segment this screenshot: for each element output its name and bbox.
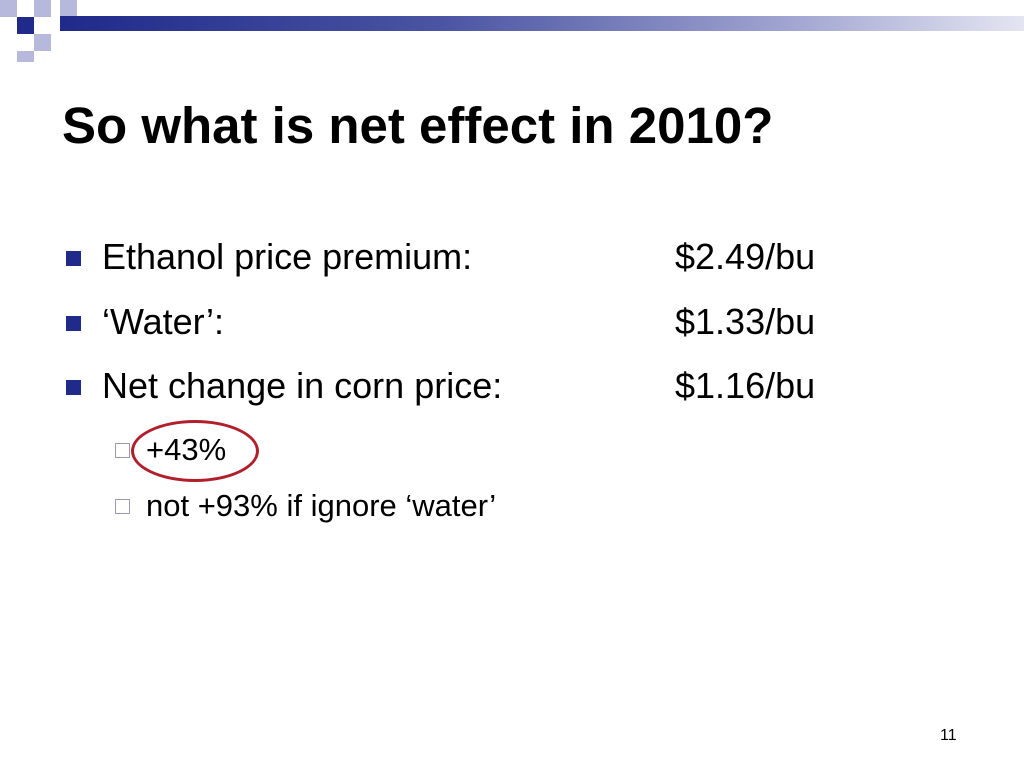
sub-bullet-label: not +93% if ignore ‘water’ — [146, 488, 497, 523]
decorative-square-dark-icon — [17, 17, 34, 34]
list-item: Ethanol price premium: $2.49/bu — [66, 239, 886, 289]
bullet-label: Net change in corn price: — [102, 365, 503, 406]
hollow-square-icon — [115, 499, 130, 514]
highlight-circle — [131, 420, 259, 482]
bullet-label: ‘Water’: — [102, 301, 225, 342]
decorative-square-light-icon — [34, 34, 51, 51]
decorative-square-light-icon — [0, 0, 17, 17]
filled-square-icon — [66, 251, 81, 266]
page-number: 11 — [940, 727, 957, 744]
decorative-gradient-bar — [60, 16, 1024, 31]
list-item: ‘Water’: $1.33/bu — [66, 304, 886, 354]
bullet-value: $1.33/bu — [675, 301, 816, 342]
list-item: Net change in corn price: $1.16/bu — [66, 368, 886, 418]
sub-list-item: not +93% if ignore ‘water’ — [115, 490, 715, 530]
decorative-square-light-icon — [17, 51, 34, 62]
hollow-square-icon — [115, 443, 130, 458]
bullet-label: Ethanol price premium: — [102, 236, 473, 277]
bullet-value: $2.49/bu — [675, 236, 816, 277]
bullet-value: $1.16/bu — [675, 365, 816, 406]
decorative-square-light-icon — [60, 0, 77, 17]
decorative-square-light-icon — [34, 0, 51, 17]
page-title: So what is net effect in 2010? — [62, 97, 774, 154]
filled-square-icon — [66, 380, 81, 395]
filled-square-icon — [66, 316, 81, 331]
